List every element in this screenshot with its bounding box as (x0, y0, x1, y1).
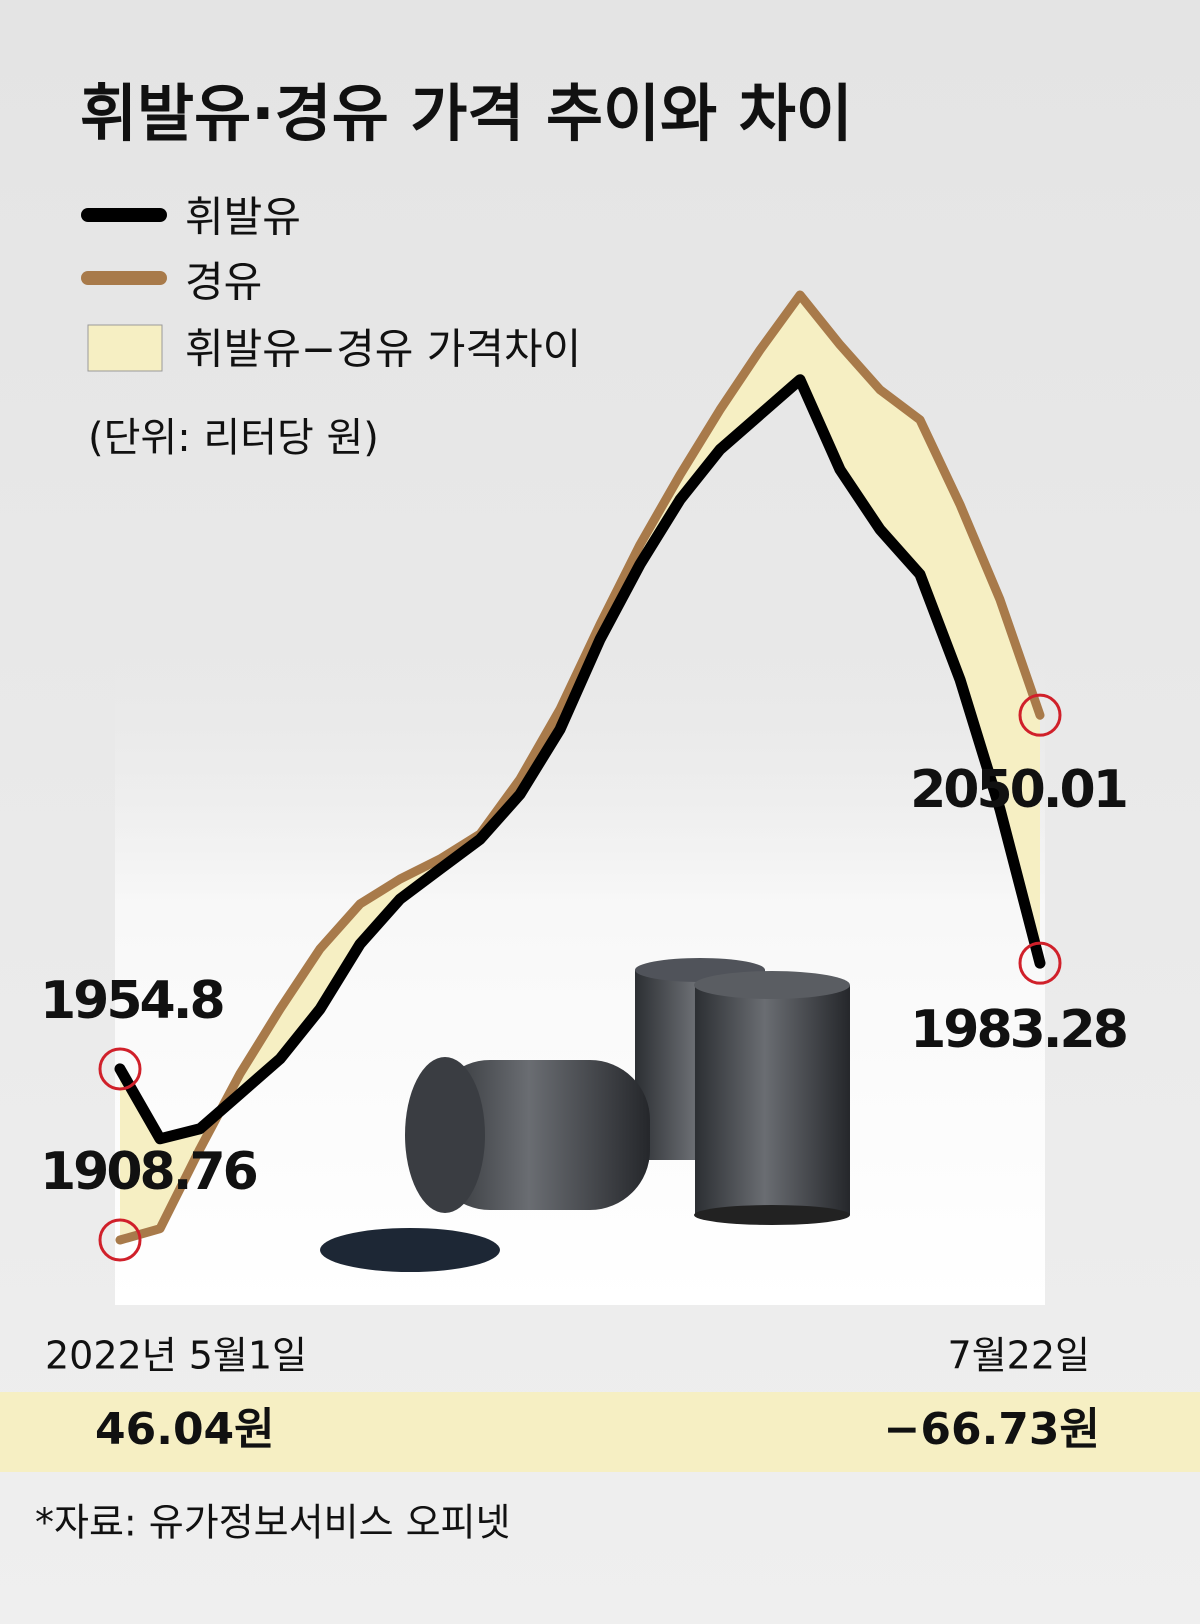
oil-barrels (320, 958, 850, 1272)
end-marker (98, 1218, 142, 1262)
chart-title: 휘발유·경유 가격 추이와 차이 (80, 77, 853, 150)
x-tick-label: 7월22일 (948, 1334, 1090, 1378)
legend-swatch (87, 324, 163, 372)
data-label: 1908.76 (40, 1142, 257, 1202)
end-marker (98, 1047, 142, 1091)
legend-label: 경유 (185, 258, 262, 307)
data-label: 2050.01 (910, 760, 1126, 820)
gap-label: 46.04원 (95, 1404, 275, 1455)
source: *자료: 유가정보서비스 오피넷 (35, 1501, 510, 1545)
unit-note: (단위: 리터당 원) (88, 415, 379, 461)
end-marker (1018, 693, 1062, 737)
x-tick-label: 2022년 5월1일 (45, 1334, 307, 1378)
gap-band (0, 1392, 1200, 1472)
line (115, 290, 1045, 1245)
gap-label: −66.73원 (883, 1404, 1100, 1455)
end-marker (1018, 941, 1062, 985)
data-label: 1983.28 (910, 1000, 1126, 1060)
line (114, 374, 1046, 1145)
legend-label: 휘발유 (185, 193, 301, 242)
data-label: 1954.8 (40, 971, 223, 1031)
legend-label: 휘발유−경유 가격차이 (185, 325, 581, 374)
